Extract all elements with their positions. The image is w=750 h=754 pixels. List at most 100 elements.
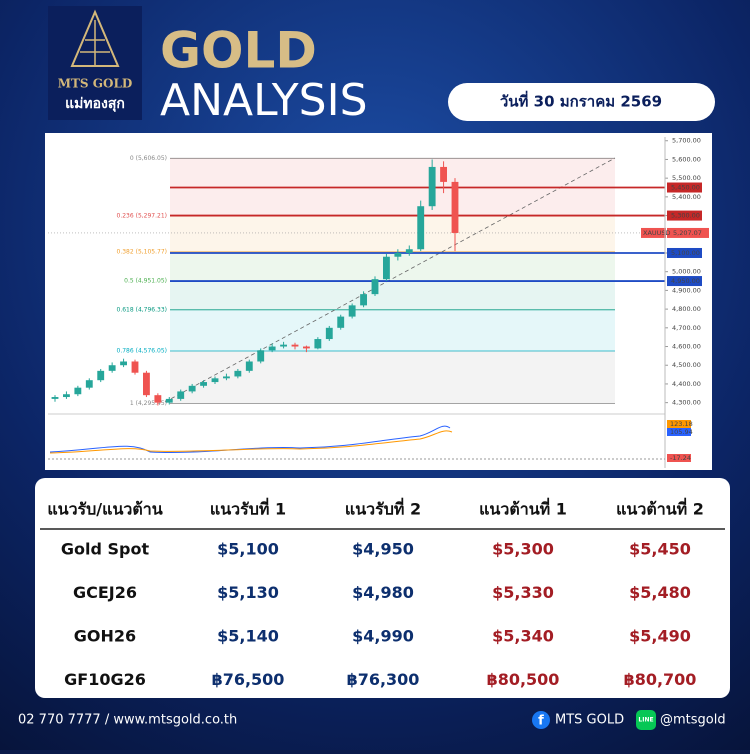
title-line2: ANALYSIS [160,75,368,126]
last-price-label: 5,207.07 [673,229,702,237]
y-tick-label: 5,700.00 [672,137,701,145]
table-panel [35,478,730,698]
y-tick-label: 5,600.00 [672,155,701,163]
table-header-cell: แนวต้านที่ 1 [479,498,567,519]
logo-brand: MTS GOLD [58,77,133,91]
candle-body [428,166,436,207]
level-label: 5,300.00 [671,212,700,220]
logo-thai: แม่ทองสุก [65,96,125,112]
table-cell: $5,490 [629,627,691,646]
indicator-tag [667,428,691,436]
fib-label: 0.786 (4,576.05) [117,348,167,355]
table-cell: $4,950 [352,540,414,559]
title-line1: GOLD [160,22,317,80]
candle-body [337,316,345,328]
candle-body [143,372,150,396]
indicator-tag [667,454,691,462]
candle-body [188,385,196,392]
fib-band [170,351,615,404]
table-cell: $5,140 [217,627,279,646]
y-tick-label: 4,800.00 [672,305,701,313]
table-cell: ฿80,700 [624,670,697,689]
candle-body [440,166,447,182]
candle-body [383,256,390,280]
table-header-cell: แนวต้านที่ 2 [616,498,704,519]
candle-body [108,365,116,371]
indicator-label: 123.18 [670,420,693,428]
level-label: 5,100.00 [671,249,700,257]
table-cell: ฿76,300 [347,670,420,689]
candle-body [417,206,425,250]
last-price-tag [667,227,709,238]
candle-body [257,350,265,362]
table-cell: $5,330 [492,583,554,602]
fib-band [170,280,615,310]
candle-body [177,391,185,399]
candle-body [291,344,299,347]
y-tick-label: 4,700.00 [672,324,701,332]
line-glyph[interactable]: LINE [638,717,653,724]
candle-body [120,361,127,366]
level-tag [667,247,702,258]
candle-body [451,181,459,233]
y-tick-label: 4,300.00 [672,399,701,407]
candle-body [154,395,162,403]
candle-body [51,397,59,399]
fib-label: 1 (4,295.45) [130,400,167,407]
y-tick-label: 4,900.00 [672,286,701,294]
symbol-tag [641,227,666,238]
candle-body [74,387,82,395]
candle-body [165,398,173,403]
footer-line[interactable]: @mtsgold [660,713,726,728]
candle-body [131,361,139,373]
candle-body [97,370,105,381]
facebook-glyph[interactable]: f [538,714,544,729]
candle-body [268,346,276,351]
y-tick-label: 5,000.00 [672,268,701,276]
fib-label: 0.236 (5,297.21) [117,213,167,220]
candle-body [405,249,413,253]
candle-body [348,305,356,317]
table-header-cell: แนวรับ/แนวต้าน [47,500,162,519]
facebook-icon [532,711,550,729]
logo-icon-detail [80,20,110,66]
table-cell: $5,450 [629,540,691,559]
fib-label: 0.382 (5,105.77) [117,248,167,255]
candle-body [234,370,242,377]
candle-body [211,378,219,383]
fib-label: 0.5 (4,951.05) [124,277,167,284]
table-header-cell: แนวรับที่ 1 [210,498,286,519]
candle-body [303,346,310,349]
trend-line [164,157,616,403]
indicator-tag [667,420,691,428]
candle-body [394,252,402,257]
candle-body [245,361,253,371]
table-cell: $5,340 [492,627,554,646]
table-cell: ฿76,500 [212,670,285,689]
candle-body [85,380,93,388]
candle-body [325,327,333,340]
symbol-label: XAUUSD [643,229,671,237]
line-icon [636,710,656,730]
indicator-label: -17.24 [670,454,691,462]
footer-facebook[interactable]: MTS GOLD [555,713,624,728]
fib-band [170,251,615,281]
level-tag [667,276,702,287]
candle-body [371,279,379,295]
footer-contact: 02 770 7777 / www.mtsgold.co.th [18,713,237,728]
table-cell: $5,300 [492,540,554,559]
fib-label: 0.618 (4,796.33) [117,306,167,313]
level-tag [667,210,702,221]
table-cell: $4,980 [352,583,414,602]
y-tick-label: 4,400.00 [672,380,701,388]
fib-label: 0 (5,606.05) [130,155,167,162]
candle-body [280,344,287,347]
candle-body [360,294,367,306]
row-label: Gold Spot [61,540,150,559]
candle-body [200,382,207,386]
level-label: 4,950.00 [671,277,700,285]
candle-body [223,376,230,379]
table-header-cell: แนวรับที่ 2 [345,498,421,519]
